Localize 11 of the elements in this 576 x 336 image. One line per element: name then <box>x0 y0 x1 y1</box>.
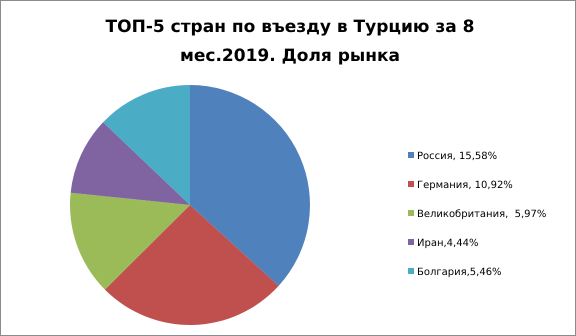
legend-label: Россия, 15,58% <box>417 151 498 162</box>
legend-label: Великобритания, 5,97% <box>417 209 546 220</box>
chart-title: ТОП-5 стран по въезду в Турцию за 8 мес.2019. Доля рынка <box>106 17 474 66</box>
pie-slice <box>103 85 190 205</box>
pie-slice <box>104 205 279 325</box>
pie-slice <box>70 192 190 290</box>
pie-slice <box>70 122 190 205</box>
pie-slice <box>190 85 310 286</box>
legend-label: Иран,4,44% <box>417 238 478 249</box>
legend-label: Германия, 10,92% <box>417 180 513 191</box>
legend-label: Болгария,5,46% <box>417 267 502 278</box>
